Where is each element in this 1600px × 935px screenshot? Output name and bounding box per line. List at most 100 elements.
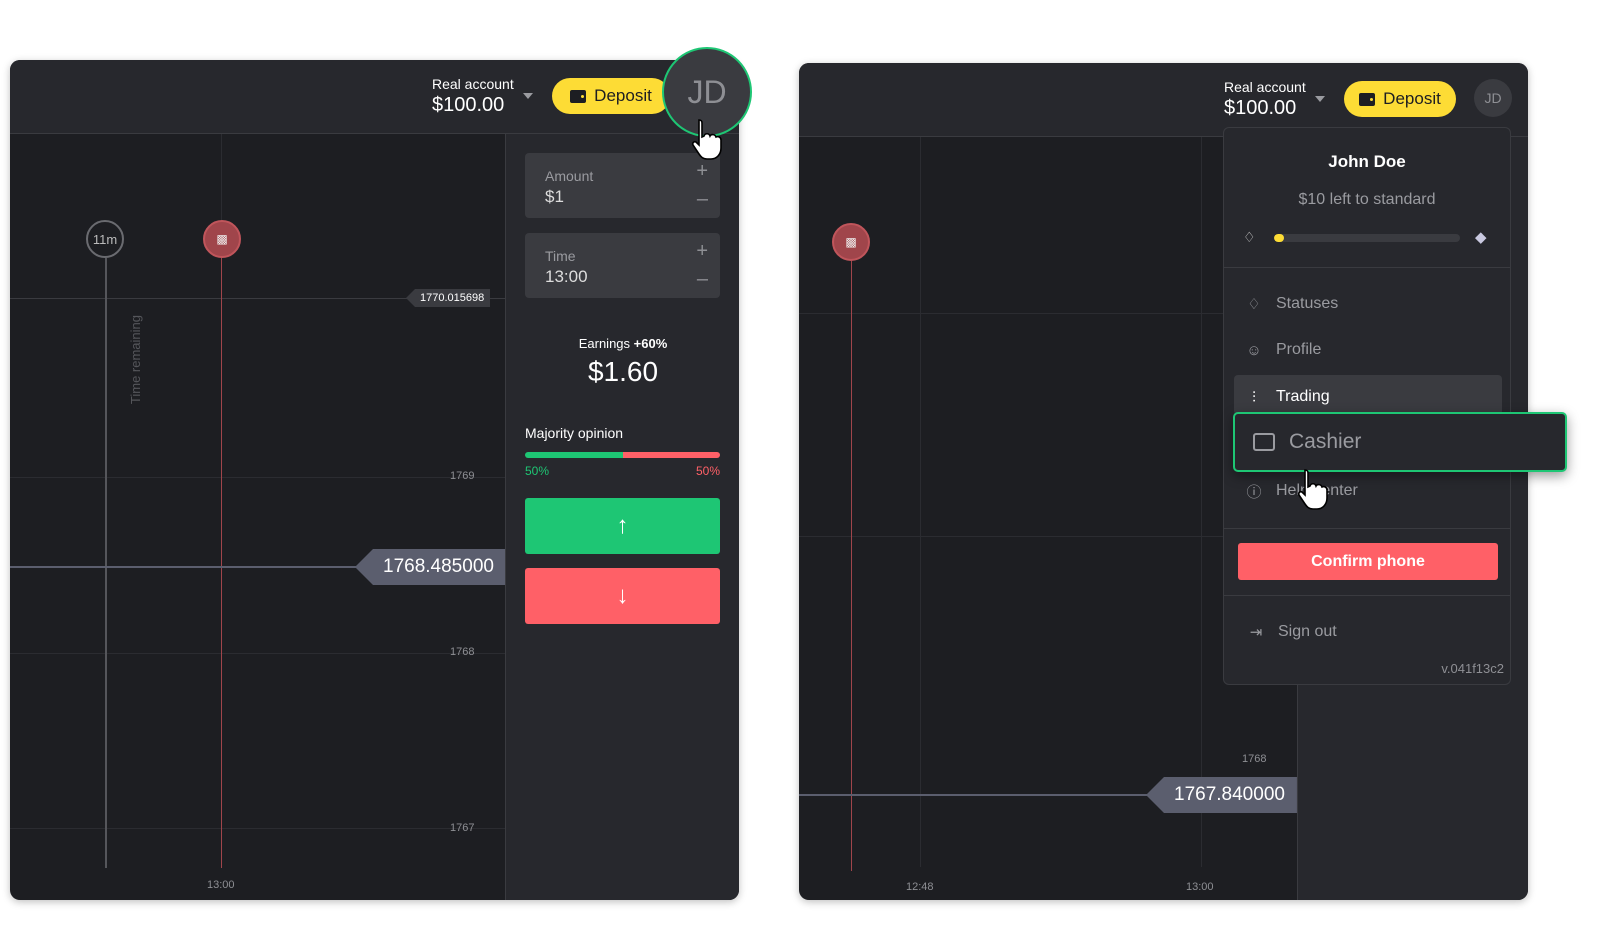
pointer-cursor-icon (1297, 469, 1328, 510)
grid-line (10, 298, 505, 299)
current-price-tag: 1768.485000 (355, 549, 506, 585)
diamond-outline-icon: ♢ (1247, 296, 1261, 313)
majority-up-fill (525, 452, 623, 458)
menu-item-label: Profile (1276, 341, 1322, 358)
earnings: Earnings +60% (506, 336, 739, 351)
divider (1224, 528, 1510, 529)
x-tick: 12:48 (906, 881, 934, 893)
pointer-cursor-icon (691, 119, 722, 160)
account-dropdown-menu: John Doe $10 left to standard ♢ ◆ ♢ Statu… (1223, 127, 1511, 685)
x-tick: 13:00 (1186, 881, 1214, 893)
time-value: 13:00 (545, 267, 588, 286)
balance: $100.00 (1224, 97, 1297, 119)
sign-out-button[interactable]: ⇥ Sign out (1246, 622, 1337, 642)
x-tick: 13:00 (207, 879, 235, 891)
majority-label: Majority opinion (525, 425, 624, 441)
time-field[interactable]: Time 13:00 + – (525, 233, 720, 298)
y-tick: 1767 (450, 822, 475, 834)
top-bar: Real account $100.00 Deposit (10, 60, 739, 134)
wallet-icon (570, 89, 587, 103)
minus-icon[interactable]: – (696, 188, 708, 210)
grid-line (10, 477, 505, 478)
chevron-down-icon[interactable] (1315, 96, 1325, 102)
y-tick: 1768 (1242, 753, 1267, 765)
expiry-line (851, 261, 852, 871)
top-bar: Real account $100.00 Deposit JD (799, 63, 1528, 137)
grid-line (799, 313, 1297, 314)
plus-icon[interactable]: + (696, 160, 708, 182)
up-button[interactable]: ↑ (525, 498, 720, 554)
account-selector[interactable]: Real account $100.00 (1224, 79, 1306, 120)
time-label: Time (545, 248, 576, 264)
majority-down-fill (622, 452, 720, 458)
current-price-line (10, 566, 360, 568)
sign-out-label: Sign out (1278, 623, 1337, 640)
deposit-label: Deposit (1383, 89, 1441, 108)
timer-badge: 11m (86, 220, 124, 258)
grid-line (1201, 137, 1202, 867)
grid-line (920, 137, 921, 867)
user-icon: ☺ (1246, 341, 1262, 359)
divider (1224, 267, 1510, 268)
finish-flag-icon: ▩ (832, 223, 870, 261)
grid-line (799, 536, 1297, 537)
arrow-down-icon: ↓ (616, 582, 629, 609)
status-progress-text: $10 left to standard (1298, 191, 1436, 208)
account-selector[interactable]: Real account $100.00 (432, 76, 514, 117)
down-percent: 50% (695, 464, 720, 478)
current-price-line (799, 794, 1149, 796)
wallet-icon (1253, 433, 1275, 451)
status-progress-fill (1274, 234, 1284, 242)
sign-out-icon: ⇥ (1249, 624, 1263, 641)
deposit-button[interactable]: Deposit (1344, 81, 1456, 117)
account-label: Real account (1224, 79, 1306, 95)
menu-item-label: Statuses (1276, 295, 1339, 312)
left-screen: Real account $100.00 Deposit 11m ▩ Time … (10, 60, 739, 900)
version: v.041f13c2 (1441, 661, 1504, 676)
trade-panel: Amount $1 + – Time 13:00 + – Earnings +6… (505, 134, 739, 900)
amount-label: Amount (545, 168, 594, 184)
balance: $100.00 (432, 94, 505, 116)
y-tick: 1768 (450, 646, 475, 658)
finish-flag-icon: ▩ (203, 220, 241, 258)
down-button[interactable]: ↓ (525, 568, 720, 624)
avatar-button[interactable]: JD (1474, 79, 1512, 117)
line-price-tag: 1770.015698 (406, 289, 491, 307)
diamond-outline-icon: ♢ (1243, 229, 1256, 245)
menu-item-label: Cashier (1289, 430, 1362, 453)
confirm-phone-button[interactable]: Confirm phone (1238, 543, 1498, 580)
diamond-icon: ◆ (1475, 229, 1487, 246)
menu-item-trading-bg (1234, 375, 1502, 415)
menu-item-label: Trading (1276, 388, 1330, 405)
y-tick: 1769 (450, 470, 475, 482)
user-name: John Doe (1328, 152, 1406, 171)
plus-icon[interactable]: + (696, 240, 708, 262)
earnings-percent: +60% (633, 336, 668, 351)
amount-field[interactable]: Amount $1 + – (525, 153, 720, 218)
divider (1224, 595, 1510, 596)
account-label: Real account (432, 76, 514, 92)
deposit-label: Deposit (594, 86, 652, 105)
earnings-value: $1.60 (587, 356, 659, 387)
menu-item-cashier-highlighted[interactable]: Cashier (1233, 412, 1567, 472)
current-price-tag: 1767.840000 (1146, 777, 1297, 813)
time-remaining-line (105, 258, 107, 868)
menu-item-trading[interactable]: ⫶ Trading (1244, 387, 1330, 407)
time-remaining-label: Time remaining (128, 315, 143, 405)
grid-line (10, 828, 505, 829)
status-progress-bar (1274, 234, 1460, 242)
deposit-button[interactable]: Deposit (552, 78, 670, 114)
up-percent: 50% (525, 464, 550, 478)
grid-line (221, 134, 222, 274)
earnings-label: Earnings (578, 336, 631, 351)
minus-icon[interactable]: – (696, 268, 708, 290)
majority-bar (525, 452, 720, 458)
grid-line (10, 653, 505, 654)
arrow-up-icon: ↑ (616, 512, 629, 539)
menu-item-profile[interactable]: ☺ Profile (1244, 340, 1321, 360)
menu-item-statuses[interactable]: ♢ Statuses (1244, 294, 1338, 314)
amount-value: $1 (545, 187, 564, 206)
info-icon: ⓘ (1246, 483, 1262, 501)
chevron-down-icon[interactable] (523, 93, 533, 99)
expiry-line (221, 258, 222, 868)
